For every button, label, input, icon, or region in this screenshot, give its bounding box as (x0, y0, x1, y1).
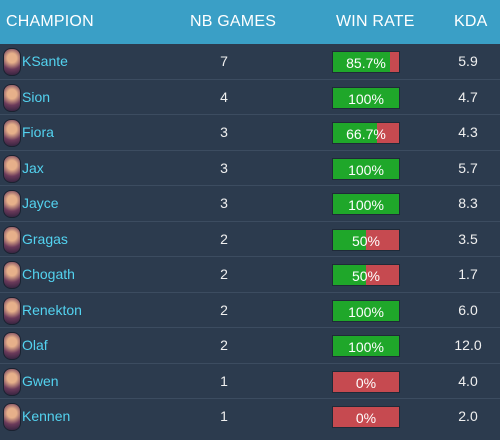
winrate-label: 50% (351, 232, 381, 249)
winrate-label: 0% (355, 410, 377, 426)
winrate-label: 85.7% (346, 55, 386, 71)
champion-portrait-icon (3, 190, 21, 218)
kda-value: 6.0 (458, 301, 478, 318)
champion-portrait-icon (3, 83, 21, 112)
table-row[interactable]: Jax 3 100% 5.7 (0, 151, 500, 186)
winrate-bar: 66.7% (332, 122, 400, 144)
winrate-label: 66.7% (346, 126, 386, 142)
champion-name[interactable]: Olaf (22, 337, 48, 353)
champion-name[interactable]: Renekton (22, 301, 82, 318)
winrate-label: 0% (355, 374, 377, 391)
champion-name[interactable]: Gwen (22, 372, 59, 389)
kda-value: 4.7 (458, 88, 478, 105)
champion-name[interactable]: KSante (22, 53, 68, 69)
winrate-label: 50% (351, 268, 381, 284)
winrate-bar: 100% (332, 335, 400, 357)
games-count: 1 (220, 408, 228, 424)
table-row[interactable]: Chogath 2 50% 1.7 (0, 257, 500, 293)
champion-name[interactable]: Gragas (22, 230, 68, 247)
winrate-label: 100% (348, 197, 384, 213)
column-header-games[interactable]: NB GAMES (190, 13, 277, 30)
winrate-label: 100% (348, 339, 384, 355)
winrate-bar: 100% (332, 299, 400, 322)
champion-portrait-icon (3, 403, 21, 431)
table-row[interactable]: Gwen 1 0% 4.0 (0, 364, 500, 399)
column-header-winrate[interactable]: WIN RATE (336, 13, 415, 30)
winrate-bar: 85.7% (332, 51, 400, 73)
champion-name[interactable]: Jax (22, 159, 44, 176)
table-row[interactable]: Jayce 3 100% 8.3 (0, 186, 500, 222)
kda-value: 5.9 (458, 53, 478, 69)
champion-portrait-icon (3, 367, 21, 396)
column-header-kda[interactable]: KDA (454, 13, 488, 30)
champion-name[interactable]: Fiora (22, 124, 54, 140)
games-count: 2 (220, 337, 228, 353)
winrate-bar-fill (333, 158, 399, 179)
kda-value: 2.0 (458, 408, 478, 424)
kda-value: 3.5 (458, 230, 478, 247)
kda-value: 4.3 (458, 124, 478, 140)
table-row[interactable]: KSante 7 85.7% 5.9 (0, 44, 500, 80)
kda-value: 12.0 (454, 337, 482, 353)
champion-portrait-icon (3, 48, 21, 76)
winrate-bar-fill (333, 300, 399, 321)
games-count: 2 (220, 301, 228, 318)
games-count: 3 (220, 124, 228, 140)
games-count: 3 (220, 159, 228, 176)
champion-portrait-icon (3, 154, 21, 183)
kda-value: 5.7 (458, 159, 478, 176)
champion-name[interactable]: Sion (22, 88, 51, 105)
winrate-bar-fill (333, 87, 399, 108)
table-row[interactable]: Kennen 1 0% 2.0 (0, 399, 500, 435)
champion-portrait-icon (3, 225, 21, 254)
winrate-label: 100% (348, 90, 384, 107)
kda-value: 8.3 (458, 195, 478, 211)
games-count: 3 (220, 195, 228, 211)
games-count: 1 (220, 372, 228, 389)
winrate-bar-fill (333, 265, 366, 285)
champion-portrait-icon (3, 261, 21, 289)
winrate-bar-fill (333, 336, 399, 356)
kda-value: 1.7 (458, 266, 478, 282)
games-count: 2 (220, 266, 228, 282)
table-row[interactable]: Gragas 2 50% 3.5 (0, 222, 500, 257)
table-header: CHAMPION NB GAMES WIN RATE KDA (0, 0, 500, 44)
champion-portrait-icon (3, 119, 21, 147)
table-body: KSante 7 85.7% 5.9 Sion 4 100% 4.7 Fiora 3 66.7% 4.… (0, 44, 500, 435)
winrate-bar: 0% (332, 370, 400, 393)
winrate-bar: 50% (332, 228, 400, 251)
winrate-bar: 100% (332, 193, 400, 215)
table-row[interactable]: Renekton 2 100% 6.0 (0, 293, 500, 328)
winrate-label: 100% (348, 303, 384, 320)
winrate-bar: 50% (332, 264, 400, 286)
games-count: 2 (220, 230, 228, 247)
games-count: 4 (220, 88, 228, 105)
winrate-bar-fill (333, 123, 378, 143)
table-row[interactable]: Sion 4 100% 4.7 (0, 80, 500, 115)
champion-name[interactable]: Chogath (22, 266, 75, 282)
column-header-champion[interactable]: CHAMPION (6, 13, 94, 30)
champion-name[interactable]: Kennen (22, 408, 71, 424)
champion-name[interactable]: Jayce (22, 195, 59, 211)
winrate-bar-fill (333, 229, 366, 250)
table-row[interactable]: Olaf 2 100% 12.0 (0, 328, 500, 364)
winrate-bar: 0% (332, 406, 400, 428)
winrate-label: 100% (348, 161, 384, 178)
winrate-bar: 100% (332, 86, 400, 109)
champion-portrait-icon (3, 296, 21, 325)
winrate-bar: 100% (332, 157, 400, 180)
games-count: 7 (220, 53, 228, 69)
kda-value: 4.0 (458, 372, 478, 389)
winrate-bar-fill (333, 194, 399, 214)
champion-portrait-icon (3, 332, 21, 360)
winrate-bar-fill (333, 52, 390, 72)
table-row[interactable]: Fiora 3 66.7% 4.3 (0, 115, 500, 151)
